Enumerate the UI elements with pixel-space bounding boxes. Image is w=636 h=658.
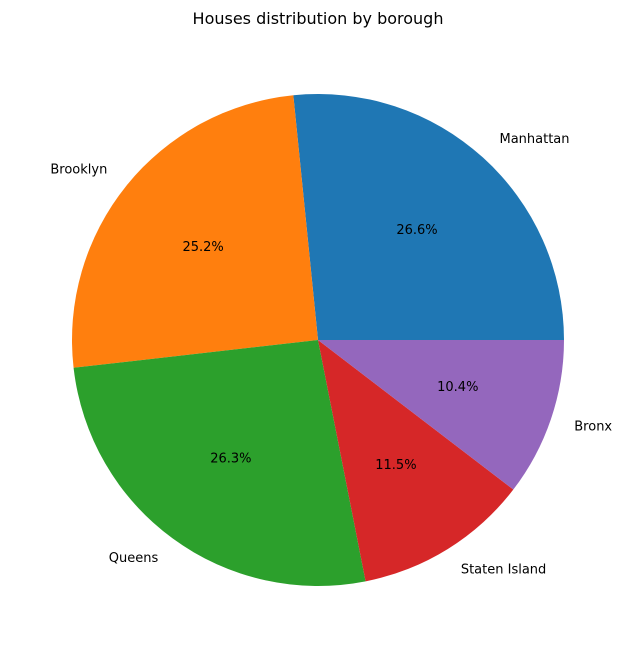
slice-label-bronx: Bronx <box>574 419 612 434</box>
chart-title: Houses distribution by borough <box>193 9 444 28</box>
pie-slice-brooklyn <box>71 95 319 368</box>
slice-percent-queens: 26.3% <box>210 452 251 467</box>
slice-percent-bronx: 10.4% <box>437 380 478 395</box>
pie-slice-bronx <box>318 340 564 490</box>
pie-slices <box>71 93 564 587</box>
slice-label-queens: Queens <box>109 551 159 566</box>
slice-percent-brooklyn: 25.2% <box>182 240 223 255</box>
slice-percent-staten-island: 11.5% <box>375 458 416 473</box>
slice-label-staten-island: Staten Island <box>461 562 546 577</box>
pie-labels: Manhattan 26.6% Brooklyn 25.2% Queens 26.3% St… <box>50 132 612 578</box>
pie-slice-manhattan <box>293 93 564 341</box>
slice-percent-manhattan: 26.6% <box>396 223 437 238</box>
slice-label-brooklyn: Brooklyn <box>50 163 107 178</box>
pie-slice-staten-island <box>318 340 514 582</box>
slice-label-manhattan: Manhattan <box>499 132 569 147</box>
pie-slice-queens <box>73 340 366 587</box>
